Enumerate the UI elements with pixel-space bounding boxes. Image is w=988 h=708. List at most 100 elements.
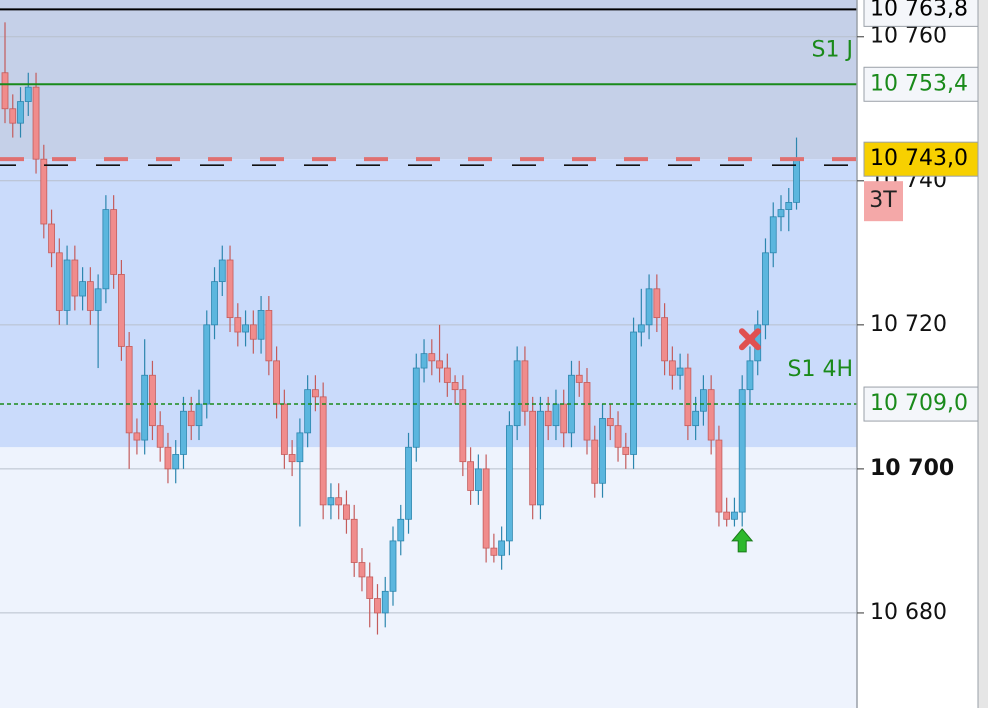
candle-body	[482, 468, 490, 549]
candle-body	[498, 540, 506, 556]
candle-body	[118, 274, 125, 347]
candle-body	[211, 281, 218, 326]
y-tick-label: 10 700	[870, 456, 954, 481]
candle-body	[762, 252, 769, 326]
candle-body	[591, 439, 599, 484]
y-tick-label: 10 720	[870, 312, 947, 337]
candle-body	[203, 324, 211, 405]
candle-body	[529, 410, 537, 506]
candle-body	[474, 468, 482, 491]
candle-body	[700, 389, 707, 412]
candle-body	[428, 353, 436, 362]
candle-body	[692, 410, 700, 427]
candle-body	[684, 367, 692, 427]
candle-body	[242, 324, 249, 333]
candle-body	[645, 288, 653, 326]
candle-body	[630, 331, 637, 455]
candle-body	[731, 511, 738, 520]
level-label-box	[863, 0, 979, 27]
candle-body	[110, 209, 118, 275]
candle-body	[467, 461, 475, 491]
candle-body	[48, 223, 55, 254]
candle-body	[343, 504, 350, 520]
candle-body	[40, 158, 48, 225]
candle-body	[94, 288, 102, 311]
candle-body	[319, 396, 327, 506]
candle-body	[249, 324, 257, 340]
candle-body	[389, 540, 397, 592]
candle-body	[218, 259, 226, 283]
candle-body	[552, 403, 560, 427]
candle-body	[304, 389, 312, 434]
level-label: 10 763,8	[870, 0, 968, 21]
candle-body	[606, 418, 614, 427]
candle-body	[583, 382, 591, 441]
candle-body	[513, 360, 521, 427]
candle-body	[521, 360, 529, 412]
candle-body	[599, 418, 606, 484]
candle-body	[125, 346, 133, 434]
candle-body	[156, 425, 164, 448]
candle-body	[296, 432, 304, 463]
level-label: 10 743,0	[870, 146, 968, 171]
candle-body	[164, 446, 172, 470]
candle-body	[358, 562, 366, 578]
candle-body	[715, 439, 723, 513]
candle-body	[273, 360, 281, 405]
level-label-box	[863, 386, 979, 422]
candle-body	[614, 425, 622, 448]
candle-body	[769, 216, 777, 254]
candle-body	[187, 410, 195, 427]
y-tick-label: 10 760	[870, 24, 947, 49]
candle-body	[311, 389, 319, 398]
candle-body	[785, 201, 793, 210]
candle-body	[661, 317, 668, 362]
candle-body	[459, 389, 467, 463]
cross-marker	[738, 328, 761, 351]
candle-body	[560, 403, 568, 434]
badge-box	[864, 181, 903, 222]
candle-body	[280, 403, 288, 455]
candle-body	[133, 432, 141, 441]
level-label-box	[863, 66, 979, 102]
candle-body	[335, 497, 343, 506]
zone-band	[0, 447, 857, 708]
candle-body	[226, 259, 234, 319]
candle-body	[17, 101, 24, 124]
candle-body	[397, 518, 405, 542]
axis-panel	[857, 0, 978, 708]
candle-body	[180, 410, 187, 455]
candle-body	[505, 425, 513, 542]
candle-body	[288, 454, 296, 463]
zone-band	[0, 0, 857, 160]
candle-body	[24, 86, 32, 102]
candle-body	[149, 374, 156, 427]
candle-body	[707, 389, 715, 441]
candle-body	[544, 410, 552, 427]
candle-body	[1, 72, 9, 110]
level-name: S1 4H	[788, 357, 854, 382]
level-label-box	[863, 141, 979, 177]
candle-body	[738, 389, 746, 513]
candle-body	[412, 367, 420, 448]
candle-body	[102, 209, 110, 290]
candle-body	[676, 367, 684, 376]
candle-body	[637, 324, 645, 333]
candle-body	[490, 547, 498, 556]
candle-body	[63, 259, 71, 311]
arrow-marker	[731, 528, 754, 553]
candle-body	[668, 360, 676, 376]
candle-body	[420, 353, 428, 369]
candle-body	[723, 511, 731, 520]
candle-body	[443, 367, 451, 383]
y-tick-label: 10 680	[870, 600, 947, 625]
candle-body	[451, 382, 459, 391]
candle-body	[405, 446, 412, 520]
candle-body	[265, 310, 273, 362]
candle-body	[366, 576, 374, 599]
candle-body	[32, 86, 40, 160]
candle-body	[9, 108, 17, 124]
level-name: S1 J	[812, 37, 853, 62]
candle-body	[653, 288, 661, 319]
